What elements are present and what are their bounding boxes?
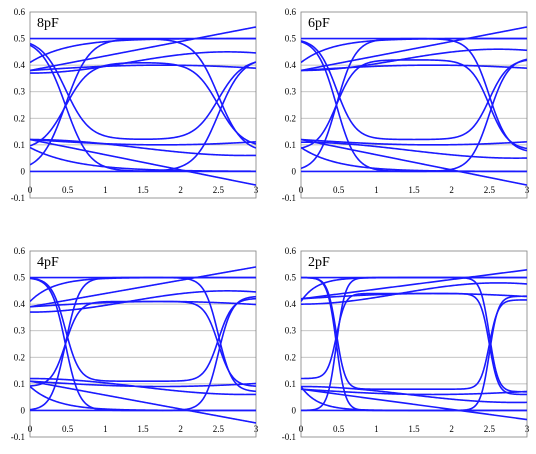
y-tick-label: 0.4 (285, 299, 297, 309)
y-tick-label: 0 (21, 405, 26, 415)
y-tick-label: 0.6 (285, 7, 297, 17)
y-tick-label: 0.5 (285, 34, 297, 44)
x-tick-label: 0.5 (62, 185, 74, 195)
eye-trace (301, 138, 527, 186)
y-tick-label: 0.3 (285, 87, 297, 97)
y-tick-label: 0.6 (14, 7, 26, 17)
eye-trace (301, 26, 527, 72)
eye-trace (301, 388, 527, 421)
x-tick-label: 2.5 (484, 185, 496, 195)
x-tick-label: 2.5 (213, 424, 225, 434)
eye-trace (30, 42, 256, 141)
y-tick-label: 0.2 (285, 113, 296, 123)
x-tick-label: 2 (178, 424, 183, 434)
panel-title: 8pF (37, 16, 59, 31)
plot-frame (29, 11, 257, 199)
trace-group (301, 26, 527, 186)
x-tick-label: 2 (178, 185, 183, 195)
eye-trace (301, 59, 527, 150)
eye-trace (30, 138, 256, 157)
y-tick-label: 0.6 (285, 246, 297, 256)
x-tick-label: 0.5 (333, 185, 345, 195)
eye-trace (301, 292, 527, 300)
plot-area (30, 251, 256, 437)
eye-trace (30, 61, 256, 147)
panel-title: 2pF (308, 255, 330, 270)
x-tick-label: 1 (374, 424, 379, 434)
y-tick-label: 0.4 (14, 299, 26, 309)
y-tick-label: 0.3 (285, 326, 297, 336)
y-tick-label: 0.2 (14, 352, 25, 362)
x-tick-label: 2.5 (213, 185, 225, 195)
y-tick-label: -0.1 (282, 432, 296, 442)
x-tick-label: 1.5 (137, 424, 149, 434)
y-tick-label: 0.1 (14, 140, 25, 150)
y-tick-label: -0.1 (11, 193, 25, 203)
y-tick-label: 0.5 (285, 273, 297, 283)
eye-trace (30, 290, 256, 313)
eye-trace (30, 51, 256, 74)
x-tick-label: 1.5 (408, 185, 420, 195)
eye-trace (301, 388, 527, 396)
y-tick-label: -0.1 (282, 193, 296, 203)
eye-trace (301, 64, 527, 72)
y-tick-label: 0.1 (285, 379, 296, 389)
x-tick-label: 2 (449, 185, 454, 195)
x-tick-label: 1 (103, 185, 108, 195)
y-tick-label: 0.3 (14, 326, 26, 336)
y-tick-label: 0.1 (14, 379, 25, 389)
y-tick-label: 0 (21, 166, 26, 176)
eye-trace (301, 141, 527, 159)
y-tick-label: 0 (292, 166, 297, 176)
y-tick-label: 0.2 (285, 352, 296, 362)
x-tick-label: 0.5 (333, 424, 345, 434)
y-tick-label: 0.2 (14, 113, 25, 123)
plot-frame (29, 250, 257, 438)
y-tick-label: 0.4 (14, 60, 26, 70)
y-tick-label: 0.6 (14, 246, 26, 256)
y-tick-label: -0.1 (11, 432, 25, 442)
eye-trace (30, 300, 256, 308)
plot-frame (300, 11, 528, 199)
y-tick-label: 0 (292, 405, 297, 415)
panel-title: 4pF (37, 255, 59, 270)
trace-group (30, 266, 256, 424)
x-tick-label: 1 (103, 424, 108, 434)
y-tick-label: 0.4 (285, 60, 297, 70)
x-tick-label: 2 (449, 424, 454, 434)
eye-trace (30, 380, 256, 388)
y-tick-label: 0.3 (14, 87, 26, 97)
panel-title: 6pF (308, 16, 330, 31)
y-tick-label: 0.5 (14, 34, 26, 44)
y-tick-label: 0.1 (285, 140, 296, 150)
eye-trace (30, 26, 256, 72)
trace-group (301, 269, 527, 421)
eye-trace (301, 282, 527, 305)
eye-trace (30, 64, 256, 72)
eye-trace (30, 138, 256, 186)
eye-trace (30, 266, 256, 308)
eye-trace (301, 138, 527, 146)
plot-frame (300, 250, 528, 438)
eye-trace (301, 269, 527, 300)
x-tick-label: 0.5 (62, 424, 74, 434)
trace-group (30, 26, 256, 186)
eye-trace (30, 138, 256, 146)
eye-trace (30, 380, 256, 424)
x-tick-label: 1.5 (137, 185, 149, 195)
y-tick-label: 0.5 (14, 273, 26, 283)
x-tick-label: 2.5 (484, 424, 496, 434)
x-tick-label: 1 (374, 185, 379, 195)
x-tick-label: 1.5 (408, 424, 420, 434)
